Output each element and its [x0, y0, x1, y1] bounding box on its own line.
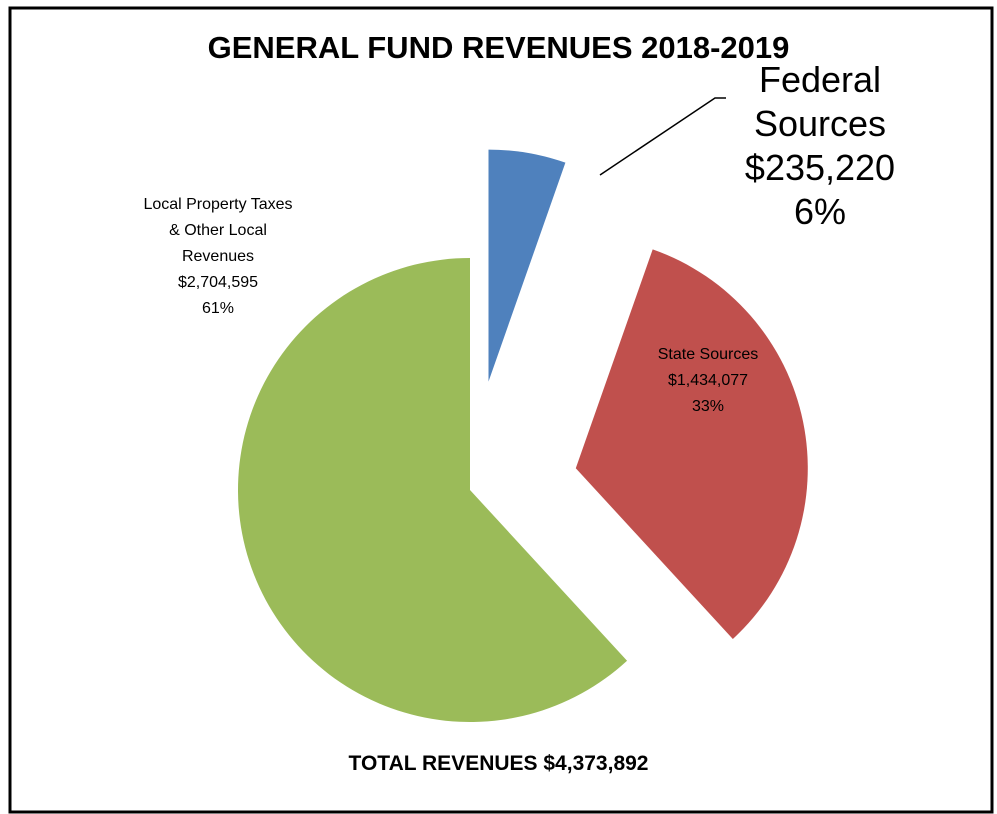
total-annotation: TOTAL REVENUES $4,373,892 — [348, 752, 649, 775]
slice-value: $2,704,595 — [177, 274, 259, 291]
slice-percent: 6% — [793, 191, 847, 232]
pie-slice — [488, 149, 566, 382]
slice-name: Federal Sources — [753, 59, 887, 144]
slice-name: Local Property Taxes & Other Local Reven… — [143, 196, 293, 265]
pie-slice — [575, 249, 808, 639]
slice-value: $235,220 — [744, 147, 896, 188]
slice-label: Federal Sources $235,220 6% — [720, 58, 920, 234]
pie-slice — [238, 258, 628, 722]
slice-percent: 61% — [201, 300, 235, 317]
slice-label: State Sources $1,434,077 33% — [638, 342, 778, 420]
slice-value: $1,434,077 — [667, 372, 749, 389]
slice-label: Local Property Taxes & Other Local Reven… — [138, 192, 298, 322]
chart-title: GENERAL FUND REVENUES 2018-2019 — [207, 30, 790, 65]
leader-line — [599, 97, 726, 176]
frame — [8, 6, 994, 814]
slice-name: State Sources — [657, 346, 759, 363]
slice-percent: 33% — [691, 398, 725, 415]
